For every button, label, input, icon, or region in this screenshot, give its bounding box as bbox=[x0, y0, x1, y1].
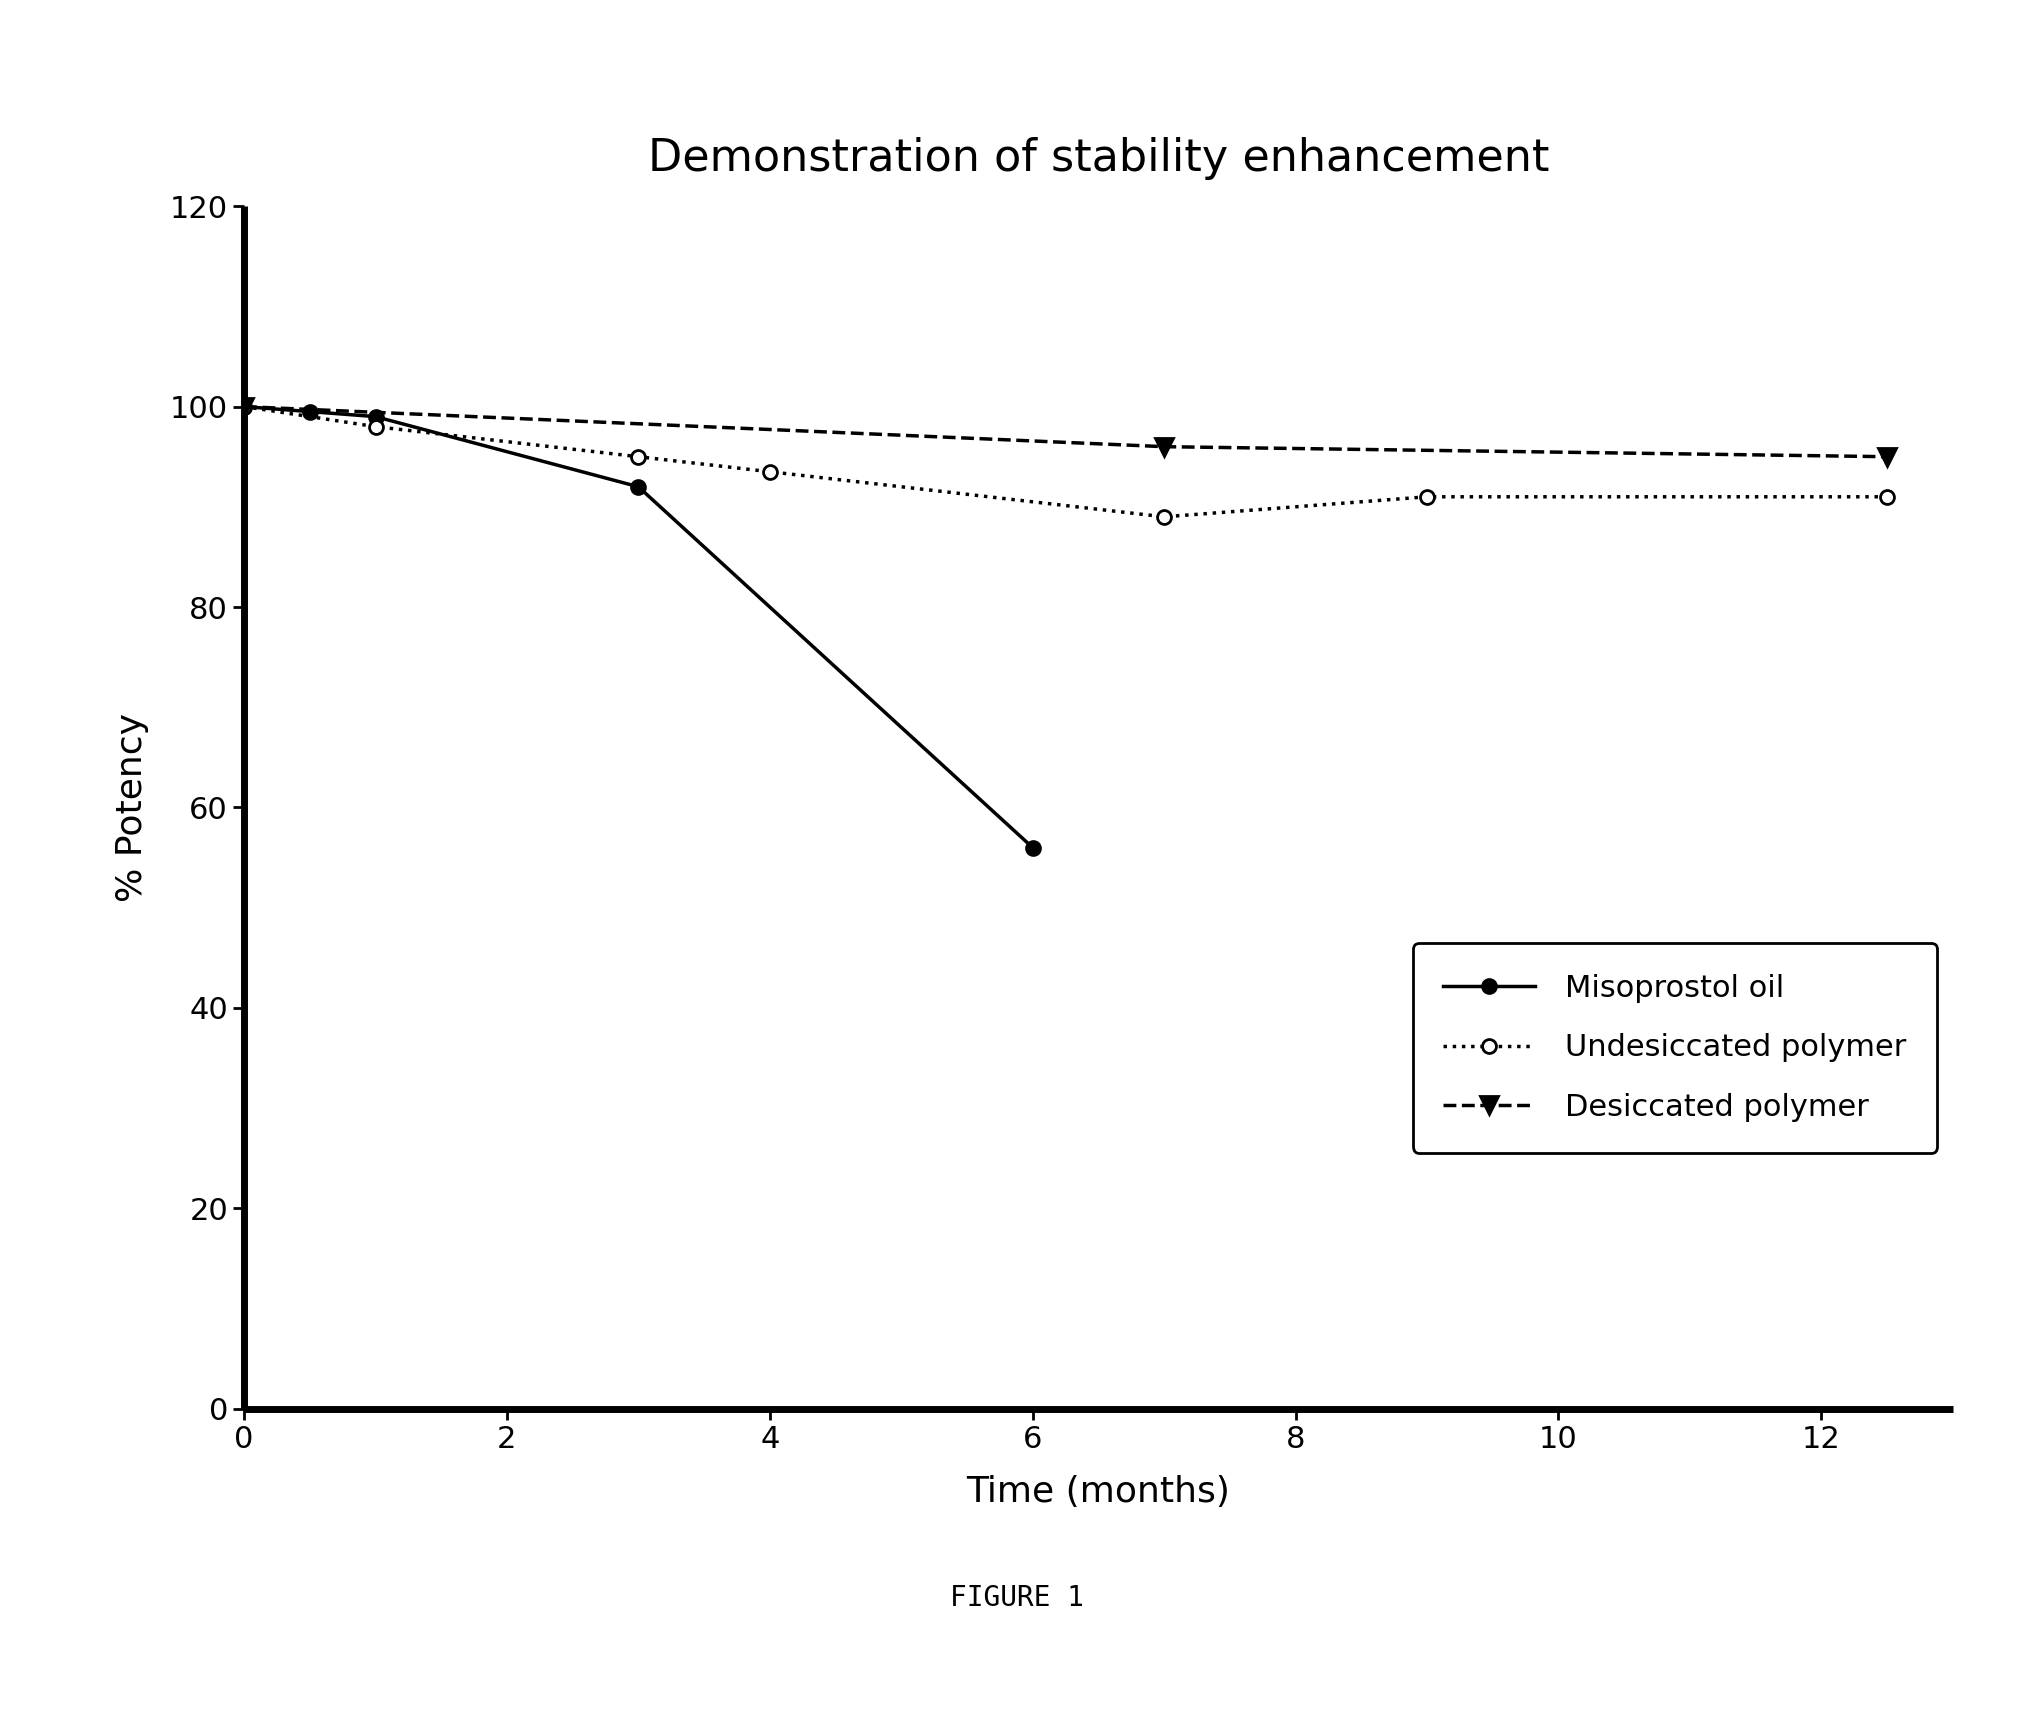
Misoprostol oil bbox=[364, 407, 388, 428]
Title: Demonstration of stability enhancement: Demonstration of stability enhancement bbox=[647, 137, 1550, 180]
Desiccated polymer bbox=[1875, 447, 1900, 467]
Undesiccated polymer bbox=[1875, 486, 1900, 507]
Desiccated polymer bbox=[232, 397, 256, 417]
Undesiccated polymer bbox=[757, 462, 781, 483]
Text: FIGURE 1: FIGURE 1 bbox=[950, 1584, 1084, 1611]
Misoprostol oil bbox=[297, 402, 321, 423]
Line: Misoprostol oil: Misoprostol oil bbox=[238, 400, 1039, 854]
X-axis label: Time (months): Time (months) bbox=[966, 1474, 1231, 1508]
Misoprostol oil bbox=[232, 397, 256, 417]
Undesiccated polymer bbox=[232, 397, 256, 417]
Line: Undesiccated polymer: Undesiccated polymer bbox=[238, 400, 1894, 524]
Y-axis label: % Potency: % Potency bbox=[116, 713, 148, 902]
Line: Desiccated polymer: Desiccated polymer bbox=[236, 397, 1896, 466]
Undesiccated polymer bbox=[1416, 486, 1440, 507]
Misoprostol oil bbox=[1021, 837, 1045, 857]
Misoprostol oil bbox=[626, 476, 651, 497]
Undesiccated polymer bbox=[626, 447, 651, 467]
Legend: Misoprostol oil, Undesiccated polymer, Desiccated polymer: Misoprostol oil, Undesiccated polymer, D… bbox=[1414, 943, 1936, 1153]
Undesiccated polymer bbox=[364, 416, 388, 436]
Desiccated polymer bbox=[1151, 436, 1176, 457]
Undesiccated polymer bbox=[1151, 507, 1176, 527]
